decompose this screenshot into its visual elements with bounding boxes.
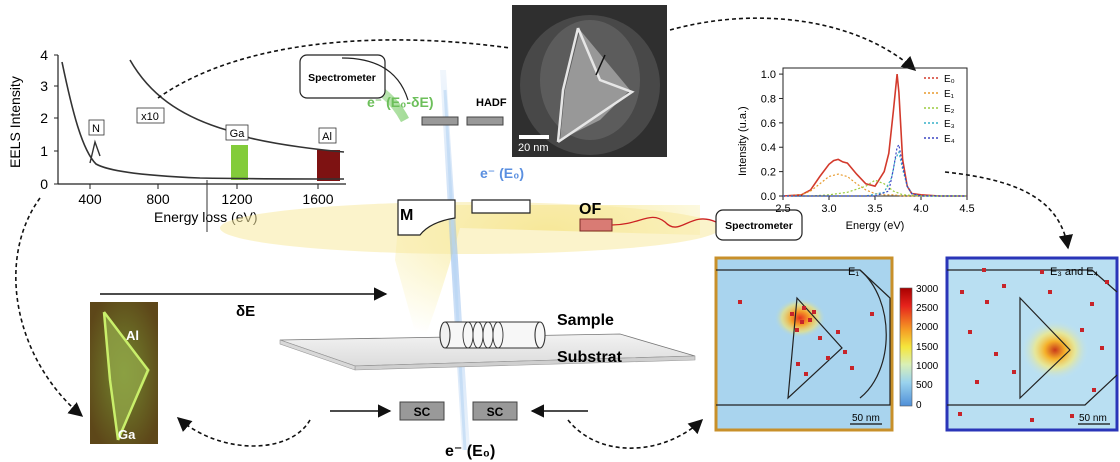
cl-legend-label: E₂	[944, 104, 955, 115]
sc-label: SC	[414, 405, 431, 419]
cl-chart-ylabel: Intensity (u.a.)	[737, 106, 749, 176]
colorbar-tick: 1000	[916, 361, 939, 372]
eels-spectrum-curve	[61, 61, 345, 180]
colorbar-tick: 2500	[916, 303, 939, 314]
eels-ytick: 2	[40, 110, 48, 126]
cl-chart-xlabel: Energy (eV)	[846, 220, 905, 232]
cl-label-al: Al	[126, 328, 139, 343]
cl-chart-lines	[782, 74, 967, 197]
cl-xtick-label: 4.5	[959, 203, 974, 215]
cl-legend-label: E₀	[944, 74, 955, 85]
cl-series-line	[783, 150, 967, 197]
fiber-cable	[611, 216, 717, 228]
map2-scalebar-label: 50 nm	[1079, 413, 1107, 424]
colorbar: 3000 2500 2000 1500 1000 500 0	[899, 284, 939, 411]
cl-legend-label: E₄	[944, 134, 955, 145]
cl-xtick-label: 4.0	[913, 203, 928, 215]
optical-fiber	[579, 218, 613, 232]
eels-ytick: 4	[40, 47, 48, 63]
spectrometer-label: Spectrometer	[725, 220, 793, 232]
substrat-label: Substrat	[557, 349, 623, 366]
cl-xtick-label: 3.5	[867, 203, 882, 215]
x10-label: x10	[141, 111, 159, 123]
sc-detector	[399, 401, 445, 421]
eels-xtick: 1200	[221, 191, 252, 207]
eels-ytick: 0	[40, 176, 48, 192]
sc-label: SC	[487, 405, 504, 419]
cl-ytick-label: 0.6	[761, 118, 776, 130]
cl-ytick-label: 0.8	[761, 93, 776, 105]
cl-xtick-label: 2.5	[775, 203, 790, 215]
eels-x-ticks: 400 800 1200 1600	[78, 184, 334, 207]
dashed-connectors	[15, 17, 1073, 449]
cl-map-e1: E₁ 50 nm	[714, 256, 894, 432]
spectrometer-box	[299, 54, 386, 99]
colorbar-tick: 3000	[916, 284, 939, 295]
cl-legend-label: E₁	[944, 89, 955, 100]
beam-label: e⁻ (E₀)	[480, 165, 524, 181]
cl-series-line	[782, 173, 967, 197]
parabolic-mirror: M	[397, 199, 531, 236]
cl-legend-label: E₃	[944, 119, 955, 130]
eels-peak-label: N	[92, 123, 100, 135]
cl-image: Al Ga	[90, 302, 158, 444]
map1-scalebar-label: 50 nm	[852, 413, 880, 424]
map1-label: E₁	[848, 266, 859, 278]
beam-bottom-label: e⁻ (E₀)	[445, 443, 495, 460]
eels-peak-label: Al	[322, 131, 332, 143]
eels-ytick: 3	[40, 78, 48, 94]
hadf-detector	[466, 116, 504, 126]
cl-series-line	[783, 143, 967, 197]
colorbar-tick: 500	[916, 380, 933, 391]
eels-xtick: 800	[146, 191, 170, 207]
loss-beam-label: e⁻ (E₀-δE)	[367, 94, 434, 110]
colorbar-tick: 2000	[916, 322, 939, 333]
eels-y-ticks: 0 1 2 3 4	[40, 47, 58, 192]
spectrometer-label: Spectrometer	[308, 72, 376, 84]
eels-ytick: 1	[40, 143, 48, 159]
cl-spectra-chart: 2.5 3.0 3.5 4.0 4.5 0.0 0.2 0.4 0.6 0.8 1.0 E₀ E₁ E₂…	[737, 67, 975, 232]
cl-chart-axes: 2.5 3.0 3.5 4.0 4.5 0.0 0.2 0.4 0.6 0.8 1.0	[761, 69, 975, 215]
colorbar-tick: 0	[916, 400, 922, 411]
stem-scalebar-label: 20 nm	[518, 142, 549, 154]
optical-fiber-label: OF	[579, 201, 601, 218]
sample-label: Sample	[557, 312, 614, 329]
eels-xtick: 400	[78, 191, 102, 207]
cl-series-line	[782, 74, 967, 197]
substrate	[279, 333, 696, 371]
cl-label-ga: Ga	[118, 427, 136, 442]
hadf-detector	[421, 116, 459, 126]
cl-series-line	[783, 179, 967, 197]
cl-chart-legend: E₀ E₁ E₂ E₃ E₄	[924, 74, 955, 145]
ga-edge-marker	[231, 145, 248, 180]
spectrometer-box	[715, 209, 803, 241]
sc-detector	[472, 401, 518, 421]
eels-peak-label: Ga	[230, 128, 246, 140]
nanowire-sample	[439, 321, 546, 349]
mirror-label: M	[400, 207, 413, 224]
eels-ylabel: EELS Intensity	[7, 76, 23, 168]
cl-xtick-label: 3.0	[821, 203, 836, 215]
al-edge-marker	[317, 150, 340, 181]
cl-ytick-label: 0.4	[761, 142, 776, 154]
cl-ytick-label: 0.0	[761, 191, 776, 203]
cl-ytick-label: 0.2	[761, 167, 776, 179]
eels-plot: 0 1 2 3 4 EELS Intensity 400 800 1200 16…	[7, 47, 346, 232]
cl-map-e3-e4: E₃ and E₄ 50 nm	[945, 256, 1119, 432]
eels-xtick: 1600	[302, 191, 333, 207]
colorbar-tick: 1500	[916, 342, 939, 353]
delta-e-label: δE	[236, 303, 255, 320]
hadf-label: HADF	[476, 97, 507, 109]
cl-ytick-label: 1.0	[761, 69, 776, 81]
map2-label: E₃ and E₄	[1050, 266, 1099, 278]
stem-image: 20 nm	[512, 5, 667, 157]
